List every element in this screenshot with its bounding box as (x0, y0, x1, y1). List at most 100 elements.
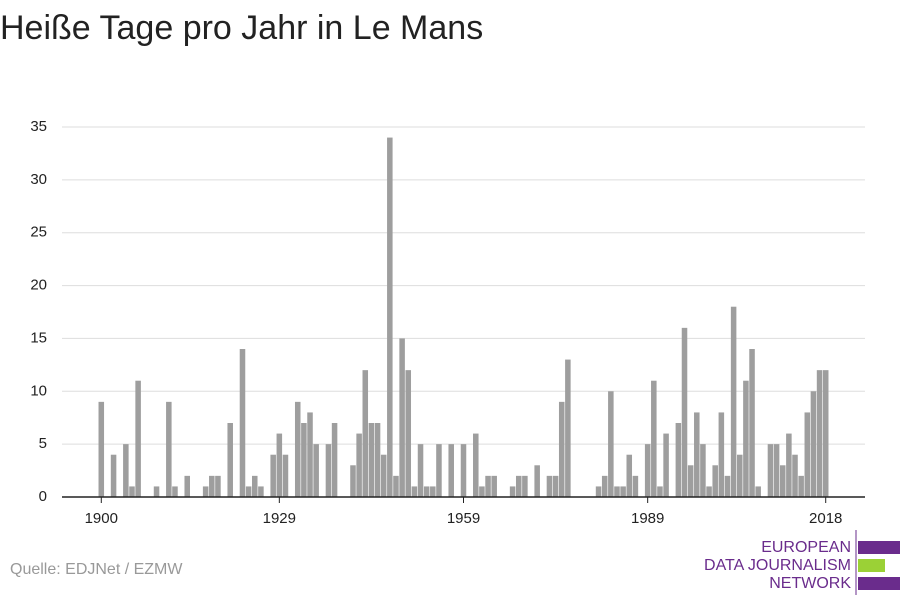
bar (380, 454, 387, 497)
bar (387, 137, 393, 498)
bar (601, 475, 608, 497)
bar (792, 454, 798, 497)
y-tick-label: 15 (30, 329, 47, 346)
x-tick-label: 1900 (85, 510, 118, 527)
y-tick-label: 25 (30, 224, 47, 241)
source: Quelle: EDJNet / EZMW (10, 561, 183, 578)
bar (411, 486, 418, 497)
bar (270, 454, 276, 497)
logo-bar (858, 559, 885, 572)
logo-text: EUROPEAN (761, 539, 851, 556)
bar (736, 454, 743, 497)
bar (301, 423, 307, 497)
logo-text: NETWORK (769, 575, 851, 592)
bar (608, 391, 614, 497)
bar (730, 306, 737, 497)
bar (804, 412, 811, 497)
bar (166, 401, 172, 497)
bar (565, 359, 571, 497)
bar (675, 423, 682, 497)
bar (417, 444, 424, 497)
bar (755, 486, 761, 497)
bar (362, 370, 369, 497)
bar (245, 486, 252, 497)
bar (368, 423, 375, 497)
bar (767, 444, 774, 497)
bar (350, 465, 356, 497)
bar (239, 349, 246, 497)
bar (276, 433, 283, 497)
bar (209, 475, 215, 497)
x-tick-label: 1929 (263, 510, 296, 527)
bar (307, 412, 313, 497)
bar (423, 486, 430, 497)
x-tick-label: 1959 (447, 510, 480, 527)
x-tick-label: 1989 (631, 510, 664, 527)
bar (430, 486, 436, 497)
bar (522, 475, 528, 497)
bar (822, 370, 829, 497)
y-tick-label: 30 (30, 171, 47, 188)
bar (393, 475, 399, 497)
y-tick-label: 35 (30, 118, 47, 135)
bar (700, 444, 706, 497)
bar (110, 454, 117, 497)
y-tick-label: 10 (30, 382, 47, 399)
bar (202, 486, 209, 497)
logo: EUROPEAN DATA JOURNALISM NETWORK (704, 530, 900, 595)
bar (546, 475, 553, 497)
bar (534, 465, 540, 497)
bar (558, 401, 565, 497)
bar (620, 486, 626, 497)
bar (135, 380, 141, 497)
bar (331, 423, 338, 497)
bar (515, 475, 522, 497)
bar (816, 370, 823, 497)
bar (644, 444, 651, 497)
bar (282, 454, 289, 497)
y-tick-label: 20 (30, 277, 47, 294)
bar (460, 444, 467, 497)
bar (786, 433, 792, 497)
chart-title: Heiße Tage pro Jahr in Le Mans (0, 9, 483, 47)
bar (712, 465, 718, 497)
bar (374, 423, 381, 497)
logo-bar (858, 541, 900, 554)
bar (595, 486, 602, 497)
bar (184, 475, 191, 497)
bar (773, 444, 780, 497)
bar (552, 475, 559, 497)
bar (313, 444, 319, 497)
bar (325, 444, 332, 497)
bar (663, 433, 669, 497)
bar (98, 401, 105, 497)
y-tick-label: 0 (39, 488, 47, 505)
bar (448, 444, 454, 497)
bar (724, 475, 731, 497)
bar (632, 475, 639, 497)
bar (129, 486, 135, 497)
bar (706, 486, 712, 497)
x-tick-label: 2018 (809, 510, 842, 527)
bar (153, 486, 160, 497)
y-tick-label: 5 (39, 435, 47, 452)
bar (694, 412, 700, 497)
bar (227, 423, 233, 497)
bar (123, 444, 129, 497)
logo-text: DATA JOURNALISM (704, 557, 851, 574)
bar (252, 475, 258, 497)
bar (294, 401, 301, 497)
bar (479, 486, 485, 497)
bar (743, 380, 749, 497)
bar (749, 349, 755, 497)
bar (657, 486, 663, 497)
bar (473, 433, 479, 497)
bar (810, 391, 817, 497)
bar (626, 454, 633, 497)
bar (681, 327, 688, 497)
bar (436, 444, 442, 497)
bar (258, 486, 264, 497)
bar (779, 465, 786, 497)
bar (215, 475, 221, 497)
bar (405, 370, 412, 497)
